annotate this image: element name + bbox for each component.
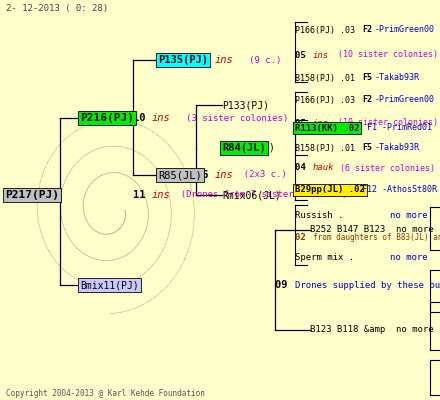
Text: F12 -AthosSt80R: F12 -AthosSt80R	[362, 186, 437, 194]
Text: Sperm mix .: Sperm mix .	[295, 254, 386, 262]
Text: R84(JL): R84(JL)	[222, 143, 266, 153]
Text: (10 sister colonies): (10 sister colonies)	[333, 118, 438, 128]
Text: ins: ins	[313, 118, 329, 128]
Text: B123 B118 &amp  no more: B123 B118 &amp no more	[310, 326, 434, 334]
Text: 2- 12-2013 ( 0: 28): 2- 12-2013 ( 0: 28)	[6, 4, 108, 12]
Text: 10: 10	[133, 113, 152, 123]
Text: P133H(PJ): P133H(PJ)	[222, 143, 275, 153]
Text: ins: ins	[215, 55, 234, 65]
Text: 05: 05	[295, 50, 311, 60]
Text: F2: F2	[362, 96, 372, 104]
Text: P133(PJ): P133(PJ)	[222, 100, 269, 110]
Text: no more: no more	[390, 254, 428, 262]
Text: ins: ins	[152, 113, 171, 123]
Text: 08: 08	[196, 55, 215, 65]
Text: F2: F2	[362, 26, 372, 34]
Text: (2x3 c.): (2x3 c.)	[233, 170, 287, 180]
Text: B158(PJ) .01: B158(PJ) .01	[295, 74, 355, 82]
Text: B252 B147 B123  no more: B252 B147 B123 no more	[310, 226, 434, 234]
Text: B29pp(JL) .02: B29pp(JL) .02	[295, 186, 365, 194]
Text: P135(PJ): P135(PJ)	[158, 55, 208, 65]
Text: B158(PJ) .01: B158(PJ) .01	[295, 144, 355, 152]
Text: P217(PJ): P217(PJ)	[5, 190, 59, 200]
Text: Rmix06(JL): Rmix06(JL)	[222, 190, 281, 200]
Text: -PrimGreen00: -PrimGreen00	[375, 96, 435, 104]
Text: -Takab93R: -Takab93R	[375, 144, 420, 152]
Text: ins: ins	[313, 50, 329, 60]
Text: 06: 06	[196, 170, 215, 180]
Text: F1 -PrimRed01: F1 -PrimRed01	[362, 124, 432, 132]
Text: 11: 11	[133, 190, 152, 200]
Text: -PrimGreen00: -PrimGreen00	[375, 26, 435, 34]
Text: 04: 04	[295, 164, 311, 172]
Text: Copyright 2004-2013 @ Karl Kehde Foundation: Copyright 2004-2013 @ Karl Kehde Foundat…	[6, 388, 205, 398]
Text: (6 sister colonies): (6 sister colonies)	[340, 164, 435, 172]
Text: Drones supplied by these buckfast breeders: Drones supplied by these buckfast breede…	[295, 280, 440, 290]
Text: 05: 05	[295, 118, 311, 128]
Text: -Takab93R: -Takab93R	[375, 74, 420, 82]
Text: P166(PJ) .03: P166(PJ) .03	[295, 96, 355, 104]
Text: 02: 02	[295, 232, 311, 242]
Text: (9 c.): (9 c.)	[233, 56, 281, 64]
Text: 09: 09	[275, 280, 294, 290]
Text: (Drones from 7 sister colonies): (Drones from 7 sister colonies)	[170, 190, 347, 200]
Text: Bmix11(PJ): Bmix11(PJ)	[80, 280, 139, 290]
Text: R85(JL): R85(JL)	[158, 170, 202, 180]
Text: P166(PJ) .03: P166(PJ) .03	[295, 26, 355, 34]
Text: ins: ins	[152, 190, 171, 200]
Text: F5: F5	[362, 144, 372, 152]
Text: Russish .: Russish .	[295, 210, 386, 220]
Text: F5: F5	[362, 74, 372, 82]
Text: from daughters of B83(JL) and R1..: from daughters of B83(JL) and R1..	[313, 232, 440, 242]
Text: (3 sister colonies): (3 sister colonies)	[170, 114, 288, 122]
Text: (10 sister colonies): (10 sister colonies)	[333, 50, 438, 60]
Text: hauk: hauk	[313, 164, 334, 172]
Text: R113(KK) .02: R113(KK) .02	[295, 124, 359, 132]
Text: P216(PJ): P216(PJ)	[80, 113, 134, 123]
Text: no more: no more	[390, 210, 428, 220]
Text: ins: ins	[215, 170, 234, 180]
